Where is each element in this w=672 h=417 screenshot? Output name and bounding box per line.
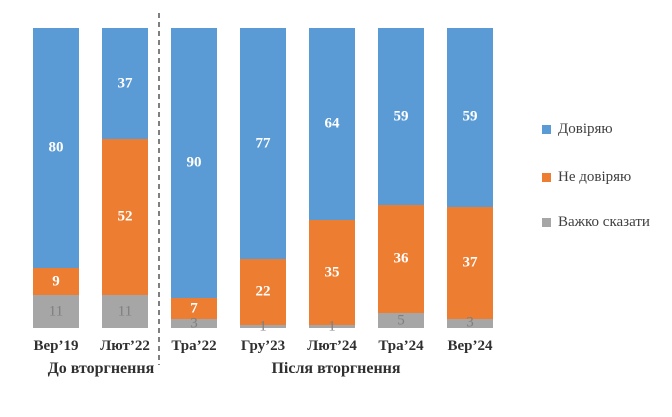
bar-2: 37 52 11 — [102, 28, 148, 328]
category-label: Вер’24 — [447, 338, 493, 354]
group-label-before-invasion: До вторгнення — [47, 360, 155, 377]
bar-value-label: 36 — [393, 250, 409, 267]
bar-value-label: 37 — [117, 75, 133, 91]
bar-segment: 5 — [378, 313, 424, 328]
bar-segment: 1 — [309, 319, 355, 334]
legend-label-trust: Довіряю — [558, 121, 613, 137]
bar-segment: 36 — [378, 205, 424, 313]
bar-value-label: 59 — [393, 108, 409, 124]
bar-6: 59 36 5 — [378, 28, 424, 328]
bar-4: 77 22 1 — [240, 28, 286, 334]
bar-value-label: 35 — [324, 264, 340, 280]
bar-value-label: 59 — [462, 108, 478, 125]
bar-segment: 35 — [309, 220, 355, 325]
bar-5: 64 35 1 — [309, 28, 355, 334]
bar-segment: 59 — [447, 28, 493, 207]
bar-value-label: 11 — [48, 303, 64, 319]
bar-segment: 77 — [240, 28, 286, 259]
category-label: Тра’22 — [171, 338, 217, 354]
bar-value-label: 7 — [190, 300, 198, 316]
bar-segment: 9 — [33, 268, 79, 295]
bar-value-label: 5 — [397, 312, 405, 328]
bar-segment: 52 — [102, 139, 148, 295]
legend-item-hard-to-say: Важко сказати — [542, 214, 650, 231]
bar-value-label: 9 — [52, 273, 60, 289]
legend-item-trust: Довіряю — [542, 121, 613, 138]
legend-swatch-hard-to-say-icon — [542, 218, 551, 227]
bar-segment: 80 — [33, 28, 79, 268]
bar-segment: 1 — [240, 319, 286, 334]
bar-value-label: 64 — [324, 115, 340, 132]
legend-swatch-distrust-icon — [542, 173, 551, 182]
bar-segment: 64 — [309, 28, 355, 220]
bar-value-label: 11 — [117, 303, 133, 319]
bar-7: 59 37 3 — [447, 28, 493, 331]
bar-segment: 37 — [102, 28, 148, 139]
bar-segment: 37 — [447, 206, 493, 319]
bar-value-label: 1 — [328, 318, 336, 334]
group-label-after-invasion: Після вторгнення — [271, 360, 401, 377]
category-label: Тра’24 — [378, 338, 424, 354]
legend-label-distrust: Не довіряю — [558, 169, 632, 185]
bar-value-label: 3 — [466, 314, 474, 331]
bar-value-label: 37 — [462, 254, 478, 271]
bar-value-label: 80 — [48, 139, 64, 156]
bar-segment: 3 — [171, 315, 217, 331]
bar-value-label: 90 — [186, 154, 202, 171]
bar-3: 90 7 3 — [171, 28, 217, 331]
legend-label-hard-to-say: Важко сказати — [558, 214, 650, 230]
category-label: Гру’23 — [240, 338, 286, 354]
bar-segment: 11 — [33, 295, 79, 328]
bar-value-label: 1 — [259, 318, 267, 334]
group-separator-dashed-line — [158, 13, 160, 365]
bar-value-label: 52 — [117, 208, 133, 225]
bar-value-label: 77 — [255, 135, 271, 151]
bar-segment: 7 — [171, 298, 217, 319]
category-label: Вер’19 — [33, 338, 79, 354]
category-label: Лют’22 — [100, 338, 150, 354]
bar-1: 80 9 11 — [33, 28, 79, 328]
category-label: Лют’24 — [307, 338, 357, 354]
bar-value-label: 22 — [255, 283, 271, 300]
legend-item-distrust: Не довіряю — [542, 169, 631, 186]
bar-segment: 59 — [378, 28, 424, 205]
bar-segment: 3 — [447, 314, 493, 331]
legend-swatch-trust-icon — [542, 125, 551, 134]
bar-segment: 22 — [240, 259, 286, 325]
bar-segment: 11 — [102, 295, 148, 328]
bar-value-label: 3 — [190, 315, 198, 331]
bar-segment: 90 — [171, 28, 217, 298]
